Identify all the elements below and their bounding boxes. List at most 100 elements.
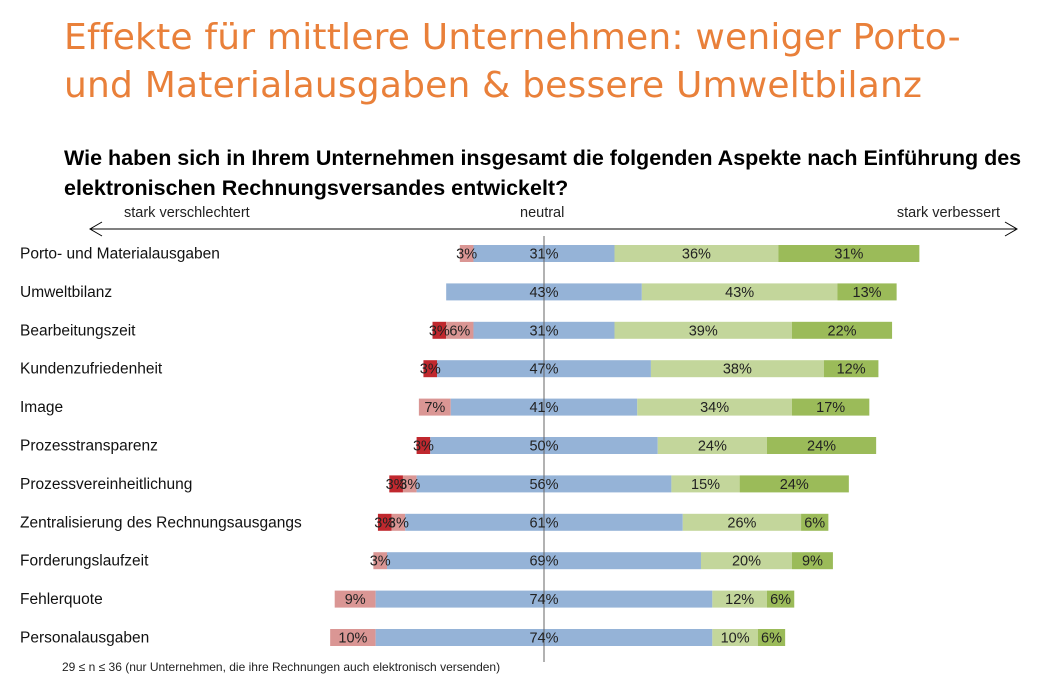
- data-label: 3%: [413, 439, 434, 455]
- survey-question: Wie haben sich in Ihrem Unternehmen insg…: [64, 146, 1022, 200]
- scale-center-label: neutral: [520, 205, 565, 221]
- bar-segment-verschlechtert: [402, 475, 417, 493]
- bar-segment-verbessert: [614, 321, 792, 339]
- data-label: 6%: [761, 631, 782, 647]
- data-label: 50%: [529, 439, 558, 455]
- data-label: 3%: [370, 554, 391, 570]
- data-label: 10%: [721, 631, 750, 647]
- data-label: 24%: [807, 439, 836, 455]
- category-label: Bearbeitungszeit: [20, 322, 136, 339]
- data-label: 9%: [345, 592, 366, 608]
- bar-segment-verschlechtert: [446, 321, 474, 339]
- data-label: 6%: [770, 592, 791, 608]
- bar-segment-stark-verbessert: [766, 437, 877, 454]
- bar-segment-verbessert: [657, 437, 767, 454]
- category-label: Kundenzufriedenheit: [20, 361, 163, 378]
- bar-segment-verbessert: [712, 629, 758, 646]
- data-label: 9%: [802, 554, 823, 570]
- slide-title: Effekte für mittlere Unternehmen: wenige…: [64, 17, 961, 106]
- bar-segment-verbessert: [650, 360, 824, 378]
- data-label: 6%: [804, 515, 825, 531]
- data-label: 3%: [456, 247, 477, 263]
- data-label: 15%: [691, 477, 720, 493]
- data-label: 10%: [338, 631, 367, 647]
- scale-axis: [89, 221, 1018, 237]
- bar-segment-stark-verbessert: [801, 513, 829, 531]
- category-label: Image: [20, 399, 63, 416]
- bar-segment-verbessert: [682, 513, 802, 531]
- bar-segment-stark-verschlechtert: [416, 437, 431, 454]
- bar-segment-stark-verbessert: [757, 629, 786, 646]
- bar-segment-verbessert: [637, 398, 792, 416]
- scale-arrow-left-head: [89, 221, 103, 237]
- data-label: 41%: [529, 400, 558, 416]
- data-label: 3%: [399, 477, 420, 493]
- bar-segment-verschlechtert: [334, 590, 376, 608]
- data-label: 36%: [682, 247, 711, 263]
- labels-layer: Porto- und Materialausgaben 3% 31% 36% 31% Um…: [20, 246, 882, 647]
- bar-segment-verschlechtert: [373, 552, 388, 570]
- bar-segment-stark-verbessert: [766, 590, 795, 608]
- category-label: Umweltbilanz: [20, 284, 112, 301]
- bar-segment-stark-verschlechtert: [423, 360, 438, 378]
- category-label: Prozesstransparenz: [20, 438, 158, 455]
- bar-segment-verbessert: [614, 245, 779, 262]
- data-label: 43%: [529, 285, 558, 301]
- footnote: 29 ≤ n ≤ 36 (nur Unternehmen, die ihre R…: [62, 660, 501, 674]
- bar-segment-stark-verschlechtert: [389, 475, 403, 493]
- data-label: 6%: [449, 323, 470, 339]
- data-label: 43%: [725, 285, 754, 301]
- data-label: 12%: [725, 592, 754, 608]
- bar-segment-stark-verbessert: [791, 398, 870, 416]
- bar-segment-stark-verbessert: [791, 321, 893, 339]
- data-label: 38%: [723, 362, 752, 378]
- bar-segment-stark-verschlechtert: [377, 513, 392, 531]
- data-label: 61%: [529, 515, 558, 531]
- bar-segment-verschlechtert: [459, 245, 474, 262]
- data-label: 3%: [388, 515, 409, 531]
- bar-segment-verschlechtert: [330, 629, 376, 646]
- data-label: 3%: [374, 515, 395, 531]
- bar-segment-verbessert: [712, 590, 767, 608]
- data-label: 24%: [780, 477, 809, 493]
- data-label: 31%: [834, 247, 863, 263]
- data-label: 31%: [529, 247, 558, 263]
- bars-layer: [330, 236, 920, 662]
- data-label: 56%: [529, 477, 558, 493]
- data-label: 7%: [424, 400, 445, 416]
- bar-segment-stark-verbessert: [823, 360, 879, 378]
- data-label: 20%: [732, 554, 761, 570]
- bar-segment-stark-verbessert: [837, 283, 897, 301]
- data-label: 24%: [698, 439, 727, 455]
- category-label: Fehlerquote: [20, 591, 103, 608]
- data-label: 26%: [727, 515, 756, 531]
- scale-arrow-right-head: [1004, 221, 1018, 237]
- bar-segment-stark-verbessert: [739, 475, 849, 493]
- category-label: Personalausgaben: [20, 630, 149, 647]
- data-label: 69%: [529, 554, 558, 570]
- scale-left-label: stark verschlechtert: [124, 205, 250, 221]
- bar-segment-verbessert: [700, 552, 792, 570]
- data-label: 12%: [837, 362, 866, 378]
- bar-segment-verschlechtert: [418, 398, 451, 416]
- data-label: 17%: [816, 400, 845, 416]
- category-label: Zentralisierung des Rechnungsausgangs: [20, 514, 302, 531]
- data-label: 3%: [429, 323, 450, 339]
- data-label: 39%: [689, 323, 718, 339]
- bar-segment-verschlechtert: [391, 513, 406, 531]
- bar-segment-stark-verschlechtert: [432, 321, 447, 339]
- scale-right-label: stark verbessert: [896, 205, 1000, 221]
- data-label: 74%: [529, 631, 558, 647]
- data-label: 3%: [386, 477, 407, 493]
- data-label: 22%: [828, 323, 857, 339]
- data-label: 34%: [700, 400, 729, 416]
- data-label: 31%: [529, 323, 558, 339]
- data-label: 74%: [529, 592, 558, 608]
- bar-segment-stark-verbessert: [791, 552, 833, 570]
- data-label: 47%: [529, 362, 558, 378]
- bar-segment-stark-verbessert: [778, 245, 920, 262]
- data-label: 3%: [420, 362, 441, 378]
- data-label: 13%: [853, 285, 882, 301]
- bar-segment-verbessert: [671, 475, 740, 493]
